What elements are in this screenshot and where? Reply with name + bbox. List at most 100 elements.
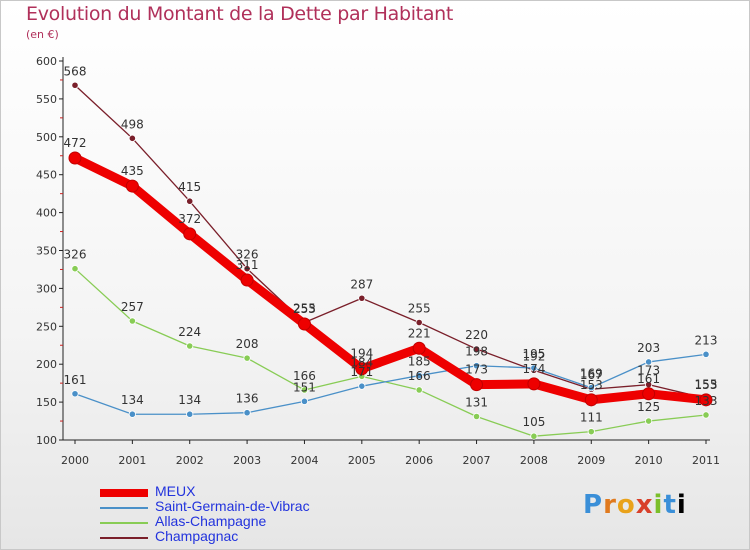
series-line-meux [70,153,711,405]
data-label-saint-germain-de-vibrac: 136 [236,392,259,406]
x-tick-label: 2010 [635,454,663,467]
data-point-saint-germain-de-vibrac [645,358,653,366]
data-label-allas-champagne: 111 [580,411,603,425]
data-point-saint-germain-de-vibrac [186,410,194,418]
data-point-meux [297,317,311,331]
x-tick-label: 2001 [118,454,146,467]
data-label-allas-champagne: 257 [121,300,144,314]
x-tick-label: 2005 [348,454,376,467]
data-point-allas-champagne [186,342,194,350]
data-label-allas-champagne: 326 [64,248,87,262]
x-tick-label: 2004 [290,454,318,467]
data-point-champagnac [186,197,194,205]
data-point-saint-germain-de-vibrac [300,397,309,405]
y-tick-label: 300 [36,282,57,295]
legend-swatch-champagnac [100,536,148,539]
data-point-saint-germain-de-vibrac [702,350,710,358]
data-label-allas-champagne: 224 [178,325,201,339]
data-point-allas-champagne [243,354,251,362]
y-tick-label: 250 [36,320,57,333]
data-label-allas-champagne: 166 [293,369,316,383]
x-tick-label: 2007 [463,454,491,467]
data-label-allas-champagne: 131 [465,396,488,410]
data-point-champagnac [358,294,366,302]
legend-label-meux: MEUX [155,483,196,499]
data-label-meux: 194 [350,347,373,361]
data-label-meux: 153 [580,378,603,392]
legend-swatch-allas-champagne [100,521,148,524]
data-point-meux [527,377,541,391]
proxiti-logo: Proxiti [583,490,687,520]
chart-subtitle: (en €) [26,28,59,41]
legend-label-saint-germain-de-vibrac: Saint-Germain-de-Vibrac [155,498,310,514]
legend-swatch-saint-germain-de-vibrac [100,506,148,509]
data-point-saint-germain-de-vibrac [472,362,481,370]
data-label-saint-germain-de-vibrac: 195 [522,347,545,361]
legend-swatch-meux [100,488,148,497]
data-label-saint-germain-de-vibrac: 171 [350,365,373,379]
data-point-allas-champagne [645,417,653,425]
series-line-allas-champagne [74,268,707,437]
y-tick-label: 550 [36,93,57,106]
data-point-champagnac [128,134,136,142]
data-label-meux: 153 [695,378,718,392]
data-label-champagnac: 255 [293,302,316,316]
data-label-allas-champagne: 125 [637,400,660,414]
chart-title: Evolution du Montant de la Dette par Hab… [26,3,454,25]
data-point-saint-germain-de-vibrac [71,390,79,398]
y-tick-label: 100 [36,434,57,447]
data-point-meux [412,341,426,355]
data-point-meux [68,151,82,165]
data-label-meux: 161 [637,372,660,386]
data-label-saint-germain-de-vibrac: 151 [293,380,316,394]
data-point-meux [470,378,484,392]
data-label-saint-germain-de-vibrac: 169 [580,367,603,381]
data-label-saint-germain-de-vibrac: 213 [695,333,718,347]
series-line-saint-germain-de-vibrac [74,353,707,415]
data-point-saint-germain-de-vibrac [128,410,136,418]
legend-label-champagnac: Champagnac [155,528,239,544]
data-label-saint-germain-de-vibrac: 161 [64,373,87,387]
data-point-meux [642,387,656,401]
data-label-saint-germain-de-vibrac: 185 [408,355,431,369]
y-tick-label: 200 [36,358,57,371]
x-tick-label: 2002 [176,454,204,467]
data-label-champagnac: 173 [637,364,660,378]
data-point-saint-germain-de-vibrac [243,409,251,417]
data-label-saint-germain-de-vibrac: 203 [637,341,660,355]
data-label-champagnac: 287 [350,277,373,291]
data-label-champagnac: 568 [64,64,87,78]
data-label-allas-champagne: 208 [236,337,259,351]
data-label-meux: 311 [236,258,259,272]
data-label-champagnac: 220 [465,328,488,342]
y-tick-label: 150 [36,396,57,409]
data-label-meux: 174 [522,362,545,376]
y-tick-label: 500 [36,131,57,144]
data-label-meux: 221 [408,326,431,340]
y-tick-label: 600 [36,55,57,68]
series-line-champagnac [74,84,707,399]
data-label-meux: 372 [178,212,201,226]
data-point-allas-champagne [702,411,710,419]
data-point-allas-champagne [128,317,136,325]
data-point-saint-germain-de-vibrac [587,384,595,392]
data-point-allas-champagne [530,432,538,440]
data-point-champagnac [71,81,79,89]
data-point-meux [699,393,713,407]
data-label-champagnac: 192 [522,349,545,363]
y-tick-label: 350 [36,245,57,258]
data-label-champagnac: 255 [408,302,431,316]
data-point-saint-germain-de-vibrac [415,371,423,380]
x-tick-label: 2006 [405,454,433,467]
data-point-meux [355,362,369,376]
data-point-allas-champagne [300,386,309,394]
y-tick-label: 450 [36,169,57,182]
data-label-meux: 173 [465,363,488,377]
data-point-meux [183,227,197,241]
data-label-meux: 253 [293,302,316,316]
data-label-meux: 435 [121,164,144,178]
data-label-saint-germain-de-vibrac: 134 [178,393,201,407]
x-tick-label: 2000 [61,454,89,467]
data-label-champagnac: 167 [580,368,603,382]
